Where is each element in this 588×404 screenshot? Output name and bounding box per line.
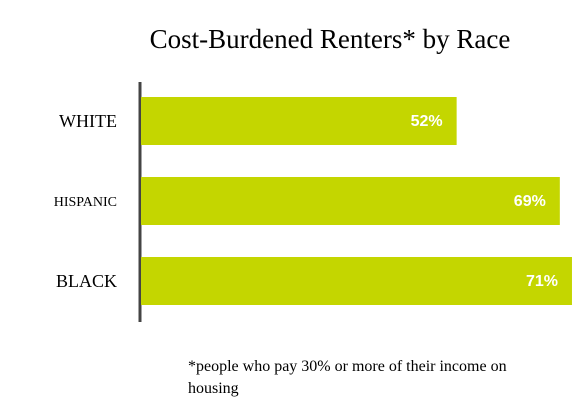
value-label: 69% xyxy=(514,193,546,210)
bar xyxy=(141,177,560,225)
footnote: *people who pay 30% or more of their inc… xyxy=(188,358,507,397)
bar xyxy=(141,97,457,145)
category-label: BLACK xyxy=(56,271,117,291)
chart-title: Cost-Burdened Renters* by Race xyxy=(150,24,511,54)
bar xyxy=(141,257,572,305)
value-label: 52% xyxy=(411,113,443,130)
value-label: 71% xyxy=(526,273,558,290)
category-label: WHITE xyxy=(59,111,117,131)
category-label: HISPANIC xyxy=(54,195,117,210)
